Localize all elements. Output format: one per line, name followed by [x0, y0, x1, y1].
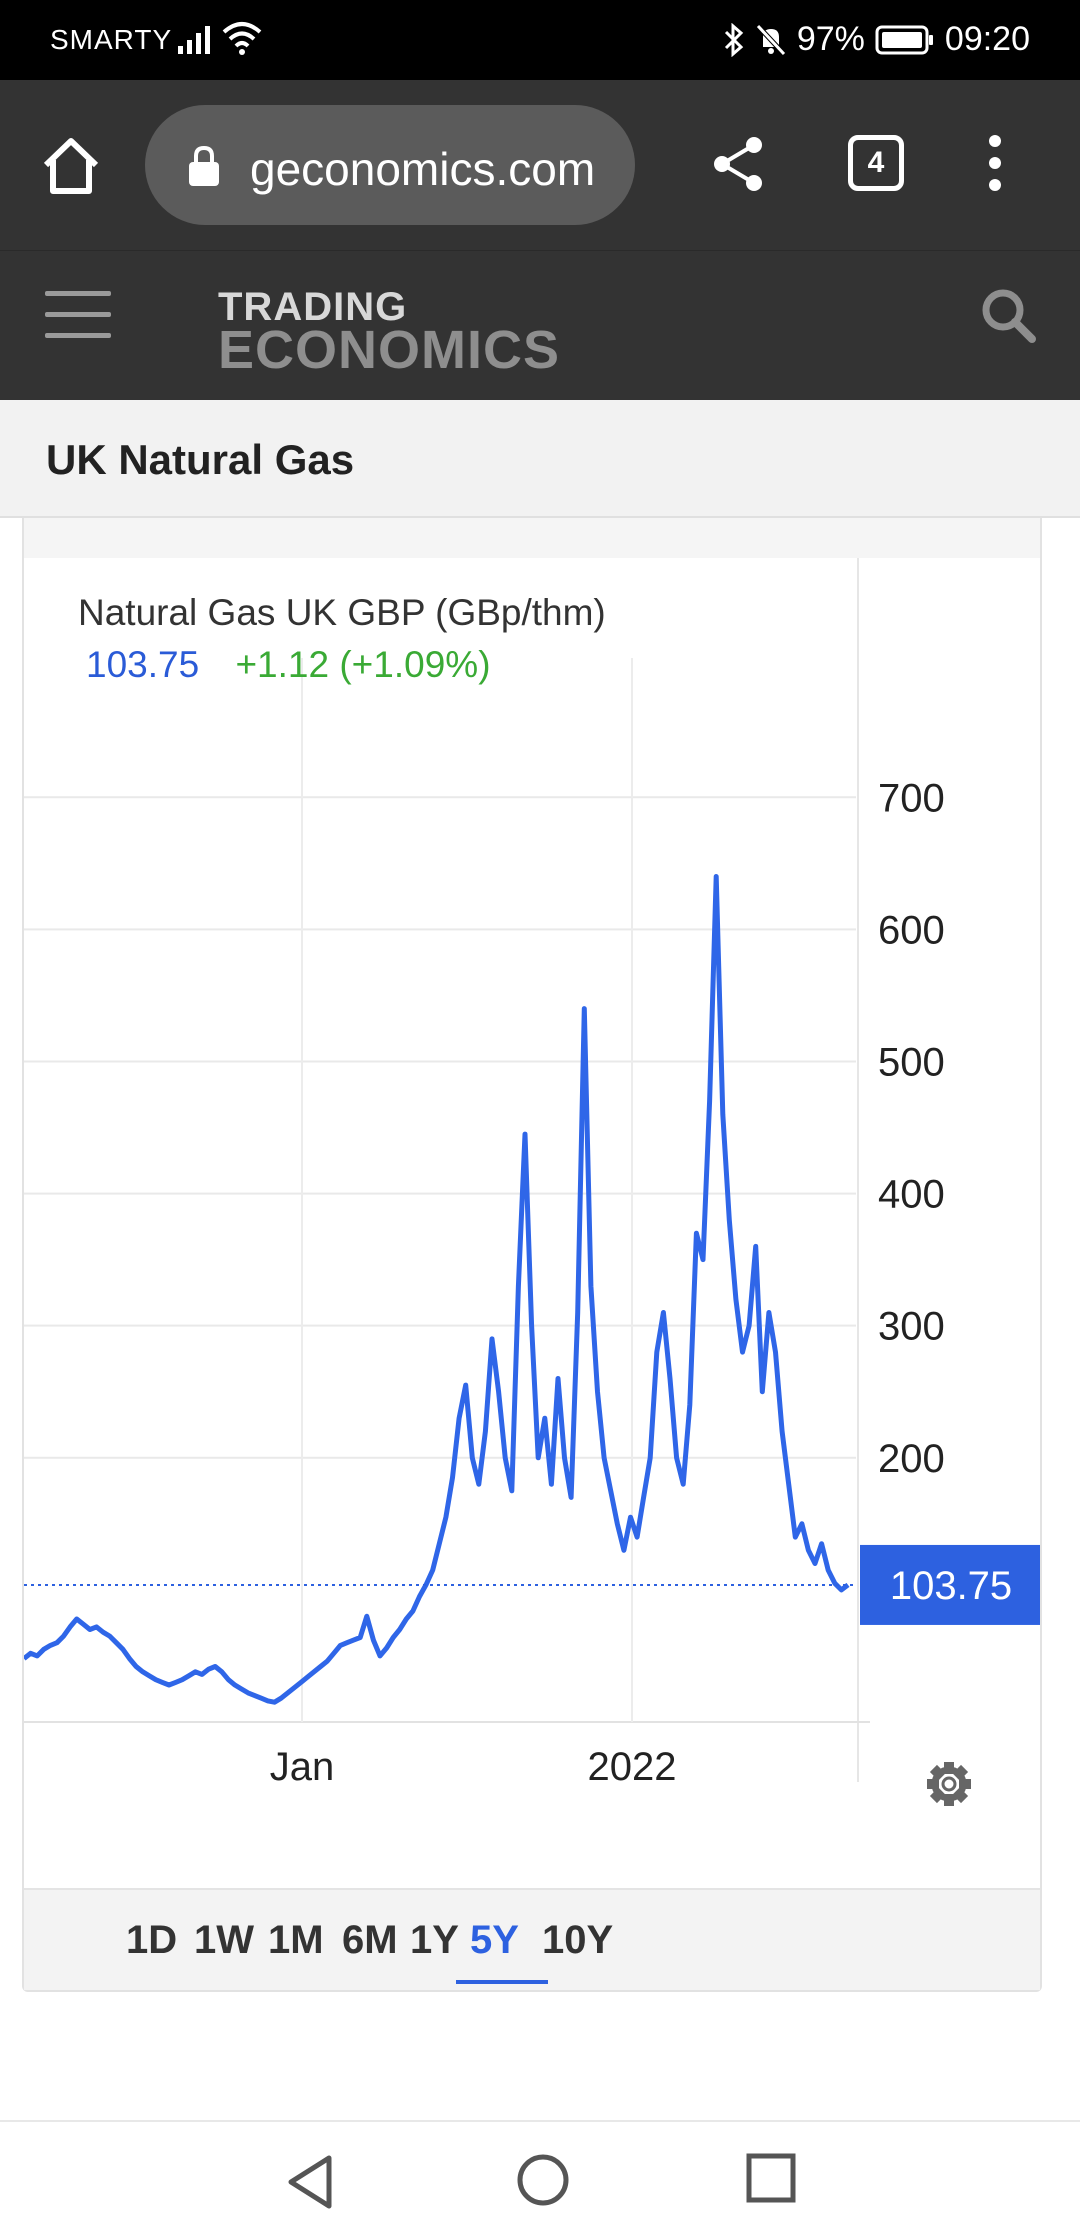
browser-toolbar: geconomics.com 4 — [0, 80, 1080, 250]
mute-bell-icon — [756, 23, 786, 56]
home-nav-icon[interactable] — [515, 2152, 571, 2208]
y-tick-label: 500 — [878, 1040, 945, 1084]
range-button-1m[interactable]: 1M — [268, 1918, 324, 1962]
lock-icon — [189, 145, 219, 186]
y-tick-label: 600 — [878, 908, 945, 952]
home-icon[interactable] — [40, 135, 102, 197]
series-line — [24, 874, 850, 1705]
site-header: TRADING ECONOMICS — [0, 250, 1080, 400]
site-logo[interactable]: TRADING ECONOMICS — [218, 287, 560, 377]
range-button-1d[interactable]: 1D — [126, 1918, 178, 1962]
range-button-5y[interactable]: 5Y — [470, 1918, 519, 1962]
legend-values: 103.75 +1.12 (+1.09%) — [86, 644, 491, 686]
active-range-underline — [456, 1980, 548, 1984]
status-bar: SMARTY 97% 09:20 — [0, 0, 1080, 80]
tab-switcher-button[interactable]: 4 — [848, 135, 904, 191]
back-icon[interactable] — [285, 2154, 335, 2210]
clock: 09:20 — [944, 20, 1030, 58]
y-tick-label: 400 — [878, 1173, 945, 1217]
page-title: UK Natural Gas — [46, 436, 355, 483]
bluetooth-icon — [724, 22, 744, 57]
range-button-6m[interactable]: 6M — [342, 1918, 398, 1962]
battery-icon — [875, 25, 933, 54]
chart-toolbar-strip — [24, 518, 1040, 558]
last-value-badge — [860, 1544, 1040, 1625]
recent-apps-icon[interactable] — [745, 2152, 797, 2204]
wifi-icon — [222, 22, 262, 55]
y-tick-label: 700 — [878, 776, 945, 820]
battery-percent: 97% — [796, 20, 865, 58]
last-value-label: 103.75 — [890, 1564, 1012, 1608]
y-tick-label: 300 — [878, 1305, 945, 1349]
range-button-10y[interactable]: 10Y — [542, 1918, 614, 1962]
status-right: 97% 09:20 — [723, 20, 1030, 59]
legend-title: Natural Gas UK GBP (GBp/thm) — [78, 592, 606, 633]
x-tick-label: 2022 — [588, 1745, 677, 1789]
carrier-label: SMARTY — [50, 24, 173, 55]
share-icon[interactable] — [710, 135, 768, 193]
legend-current-value: 103.75 — [86, 644, 200, 685]
signal-icon — [178, 26, 210, 54]
hamburger-menu-icon[interactable] — [45, 291, 111, 338]
page-title-bar: UK Natural Gas — [0, 400, 1080, 518]
url-text: geconomics.com — [250, 143, 596, 195]
range-button-1w[interactable]: 1W — [194, 1918, 254, 1962]
range-button-1y[interactable]: 1Y — [410, 1918, 459, 1962]
x-tick-label: Jan — [270, 1745, 335, 1789]
search-icon[interactable] — [978, 285, 1038, 345]
price-chart[interactable]: 700 600 500 400 300 200 Jan 2022 103.75 — [24, 558, 1040, 1888]
system-nav-bar — [0, 2120, 1080, 2240]
logo-line-1: TRADING — [218, 285, 408, 329]
address-bar[interactable]: geconomics.com — [145, 105, 635, 225]
chart-card: 700 600 500 400 300 200 Jan 2022 103.75 Natural … — [22, 518, 1042, 1992]
chart-area[interactable]: 700 600 500 400 300 200 Jan 2022 103.75 Natural … — [24, 558, 1040, 1888]
y-tick-label: 200 — [878, 1437, 945, 1481]
logo-line-2: ECONOMICS — [218, 320, 561, 380]
range-selector: 1D 1W 1M 6M 1Y 5Y 10Y — [24, 1888, 1040, 1990]
chart-settings-icon[interactable] — [927, 1762, 971, 1806]
legend-change: +1.12 (+1.09%) — [235, 644, 491, 685]
overflow-menu-icon[interactable] — [980, 135, 1010, 195]
